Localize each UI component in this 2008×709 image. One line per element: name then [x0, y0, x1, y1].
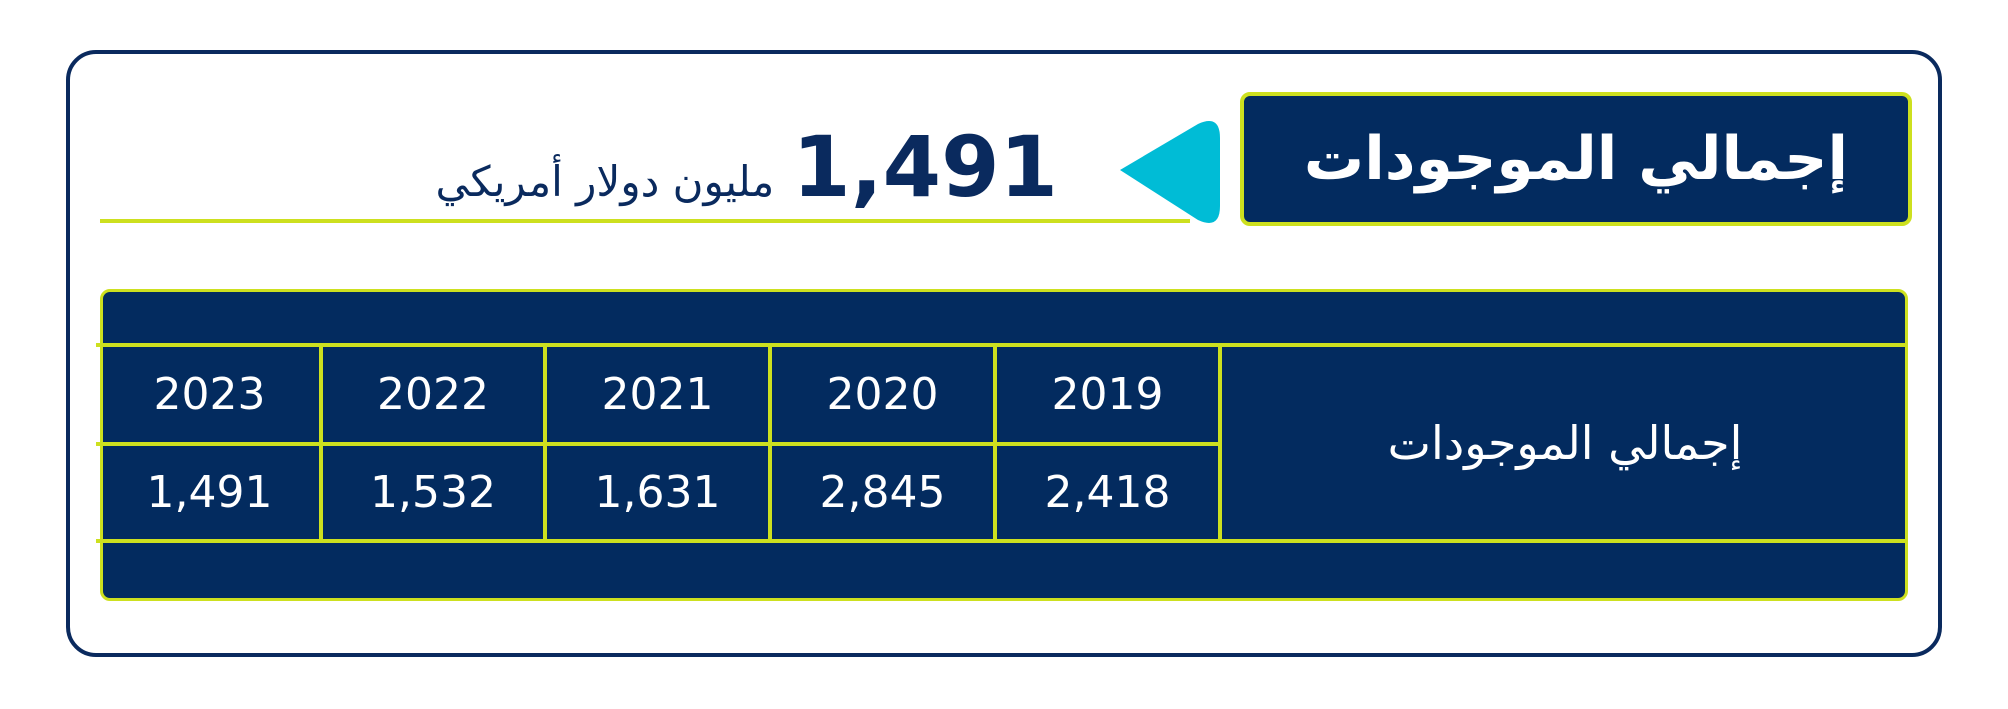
table-line-bottom [96, 539, 1908, 543]
table-line-top [96, 343, 1908, 347]
table-header-year: 2019 [1051, 369, 1164, 420]
table-line-middle [96, 442, 1220, 446]
table-value-cell: 1,631 [594, 467, 721, 518]
table-value-cell: 1,532 [370, 467, 496, 518]
headline-underline [100, 219, 1190, 223]
table-row-label: إجمالي الموجودات [1387, 416, 1743, 470]
table-header-year: 2020 [826, 369, 939, 420]
table-header-year: 2023 [153, 369, 266, 420]
page-title: إجمالي الموجودات [1303, 124, 1849, 194]
table-divider-4 [993, 343, 997, 543]
table-divider-2 [543, 343, 547, 543]
table-header-year: 2022 [377, 369, 489, 420]
title-box: إجمالي الموجودات [1240, 92, 1912, 226]
arrow-pointer-icon [1120, 121, 1220, 223]
headline-value: 1,491 [792, 118, 1058, 216]
table-divider-1 [319, 343, 323, 543]
table-divider-3 [768, 343, 772, 543]
table-header-year: 2021 [601, 369, 714, 420]
table-value-cell: 2,418 [1044, 467, 1171, 518]
table-value-cell: 2,845 [819, 467, 946, 518]
table-divider-5 [1218, 343, 1222, 543]
headline-unit: مليون دولار أمريكي [435, 157, 775, 206]
headline: مليون دولار أمريكي 1,491 [436, 118, 1058, 218]
table-value-cell: 1,491 [146, 467, 273, 518]
